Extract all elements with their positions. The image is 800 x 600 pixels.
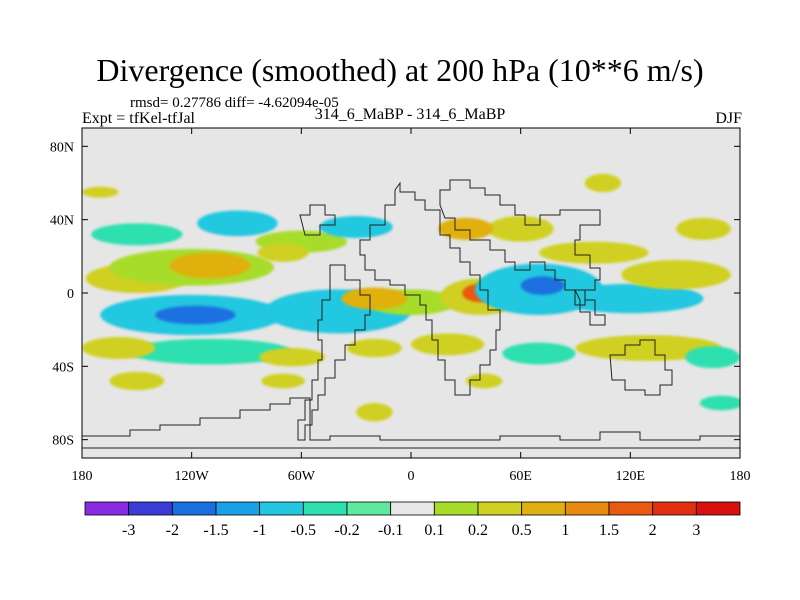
x-tick-label-5: 120E [616,469,646,484]
colorbar-swatch-2 [171,501,217,516]
contour-fill-layer [82,173,740,422]
colorbar-swatch-14 [695,501,741,516]
axis-layer: 180 120W 60W 0 60E 120E 180 80N 40N 0 40S 80S [50,128,751,484]
colorbar-label-12: 2 [649,522,657,539]
y-tick-label-4: 80S [52,434,74,449]
colorbar-label-7: 0.1 [424,522,444,539]
colorbar-label-4: -0.5 [291,522,316,539]
colorbar-label-2: -1.5 [203,522,228,539]
colorbar-swatch-3 [215,501,261,516]
contour-blob-6 [197,210,278,237]
coastline-greenland [299,204,336,236]
y-tick-label-2: 0 [67,287,74,302]
colorbar-swatch-8 [433,501,479,516]
y-tick-label-3: 40S [52,360,74,375]
contour-blob-17 [557,283,704,314]
colorbar-label-8: 0.2 [468,522,488,539]
contour-blob-30 [575,335,722,361]
colorbar-swatch-9 [477,501,523,516]
colorbar-swatch-0 [84,501,130,516]
x-tick-label-2: 60W [288,469,316,484]
contour-blob-37 [699,395,740,411]
colorbar: -3 -2 -1.5 -1 -0.5 -0.2 -0.1 0.1 0.2 0.5 1 1.5 2 3 [84,501,741,539]
contour-blob-36 [82,186,119,198]
contour-blob-7 [319,216,393,238]
contour-blob-4 [257,243,309,262]
colorbar-swatch-6 [346,501,392,516]
colorbar-swatch-7 [390,501,435,516]
contour-blob-22 [676,217,731,240]
x-tick-label-4: 60E [509,469,532,484]
colorbar-swatch-12 [608,501,654,516]
colorbar-label-1: -2 [166,522,179,539]
colorbar-swatch-10 [521,501,566,516]
contour-blob-35 [356,403,393,422]
contour-blob-31 [685,346,740,369]
contour-blob-28 [411,333,485,356]
coastline-africa [359,181,501,396]
colorbar-label-13: 3 [692,522,700,539]
contour-blob-24 [127,338,293,365]
y-tick-label-0: 80N [50,140,74,155]
coastline-india [574,289,606,326]
contour-blob-23 [584,173,622,193]
contour-blob-25 [82,337,156,359]
season-label: DJF [715,110,742,127]
case-label: 314_6_MaBP - 314_6_MaBP [314,106,506,123]
contour-blob-16 [520,276,565,295]
contour-blob-27 [347,338,402,358]
colorbar-swatch-11 [564,501,610,516]
stats-label: rmsd= 0.27786 diff= -4.62094e-05 [130,95,339,111]
contour-blob-9 [155,305,236,325]
contour-blob-5 [91,223,183,246]
colorbar-label-5: -0.2 [334,522,359,539]
chart-title: Divergence (smoothed) at 200 hPa (10**6 … [96,52,704,88]
contour-blob-34 [465,373,503,389]
x-tick-label-0: 180 [72,469,93,484]
coastline-antarctica [82,397,740,449]
contour-blob-2 [169,252,251,279]
coastline-south-america [297,264,371,441]
contour-blob-26 [259,348,326,367]
colorbar-label-0: -3 [122,522,135,539]
contour-blob-18 [621,260,731,290]
experiment-label: Expt = tfKel-tfJal [82,110,195,127]
colorbar-label-10: 1 [561,522,569,539]
colorbar-swatch-4 [259,501,304,516]
x-tick-label-3: 0 [408,469,415,484]
colorbar-label-3: -1 [253,522,266,539]
contour-blob-20 [487,216,554,242]
contour-blob-21 [438,217,494,240]
contour-blob-33 [261,373,305,389]
y-tick-label-1: 40N [50,214,74,229]
contour-blob-29 [502,342,576,365]
colorbar-label-11: 1.5 [599,522,619,539]
colorbar-swatch-1 [128,501,173,516]
colorbar-swatch-13 [652,501,697,516]
coastline-eurasia [439,179,601,306]
colorbar-label-9: 0.5 [512,522,532,539]
x-tick-label-6: 180 [730,469,751,484]
contour-blob-19 [538,241,649,264]
colorbar-swatch-5 [302,501,348,516]
contour-blob-12 [341,287,408,310]
contour-blob-32 [109,371,165,391]
colorbar-label-6: -0.1 [378,522,403,539]
coastline-layer [82,179,740,449]
x-tick-label-1: 120W [175,469,210,484]
coastline-australia [609,339,673,396]
